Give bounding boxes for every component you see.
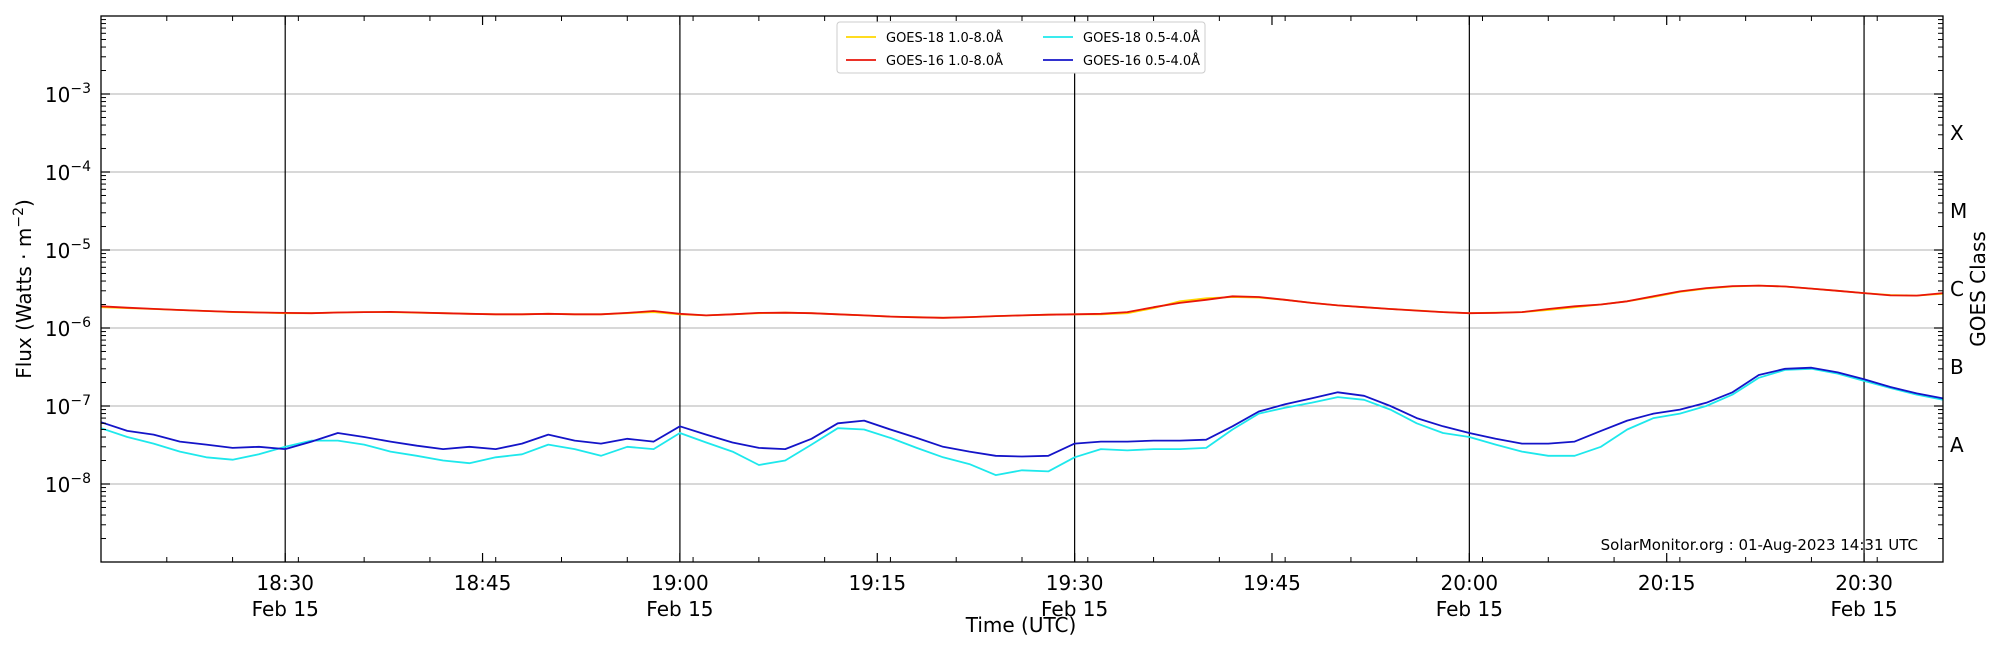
- x-tick-label: 18:45: [454, 571, 512, 595]
- y-tick-label: 10−8: [45, 471, 91, 497]
- legend-label: GOES-16 0.5-4.0Å: [1083, 53, 1200, 69]
- x-tick-label: 20:15: [1638, 571, 1696, 595]
- goes-class-label: M: [1950, 199, 1967, 223]
- legend: GOES-18 1.0-8.0Å GOES-18 0.5-4.0Å GOES-16 …: [836, 21, 1206, 74]
- x-tick-date-label: Feb 15: [646, 597, 713, 621]
- x-tick-label: 18:30: [256, 571, 314, 595]
- goes-class-label: X: [1950, 121, 1964, 145]
- goes-class-axis: A B C M X: [1950, 121, 1967, 457]
- legend-label: GOES-18 1.0-8.0Å: [886, 30, 1003, 46]
- legend-label: GOES-18 0.5-4.0Å: [1083, 30, 1200, 46]
- series-line-3: [100, 367, 1944, 477]
- goes-class-label: C: [1950, 277, 1964, 301]
- y-tick-label: 10−3: [45, 81, 91, 107]
- x-tick-date-label: Feb 15: [1830, 597, 1897, 621]
- y-axis-title: Flux (Watts · m−2): [11, 199, 36, 379]
- series-lines: [100, 284, 1944, 477]
- y-gridlines: [101, 93, 1943, 485]
- y-axis-title-close: ): [12, 199, 36, 207]
- goes-class-label: A: [1950, 433, 1964, 457]
- right-axis-title: GOES Class: [1966, 231, 1990, 347]
- x-axis-title: Time (UTC): [965, 613, 1077, 637]
- y-axis-ticks: 10−8 10−7 10−6 10−5 10−4 10−3: [45, 19, 1943, 540]
- y-axis-title-main: Flux (Watts · m: [12, 228, 36, 379]
- x-tick-label: 19:00: [651, 571, 709, 595]
- goes-class-label: B: [1950, 355, 1964, 379]
- x-tick-date-label: Feb 15: [1041, 597, 1108, 621]
- credit-text: SolarMonitor.org : 01-Aug-2023 14:31 UTC: [1601, 536, 1918, 554]
- x-tick-date-label: Feb 15: [1436, 597, 1503, 621]
- series-line-2: [100, 284, 1944, 319]
- x-tick-label: 20:00: [1441, 571, 1499, 595]
- y-tick-label: 10−5: [45, 237, 91, 263]
- x-tick-label: 19:45: [1243, 571, 1301, 595]
- legend-label: GOES-16 1.0-8.0Å: [886, 53, 1003, 69]
- series-line-4: [100, 366, 1944, 458]
- y-tick-label: 10−7: [45, 393, 91, 419]
- x-tick-label: 20:30: [1835, 571, 1893, 595]
- y-tick-label: 10−4: [45, 159, 91, 185]
- x-date-lines: [284, 16, 1865, 562]
- y-tick-label: 10−6: [45, 315, 91, 341]
- x-tick-date-label: Feb 15: [252, 597, 319, 621]
- x-tick-label: 19:30: [1046, 571, 1104, 595]
- x-tick-label: 19:15: [848, 571, 906, 595]
- legend-box: [836, 21, 1206, 74]
- y-axis-title-exponent: −2: [11, 207, 27, 228]
